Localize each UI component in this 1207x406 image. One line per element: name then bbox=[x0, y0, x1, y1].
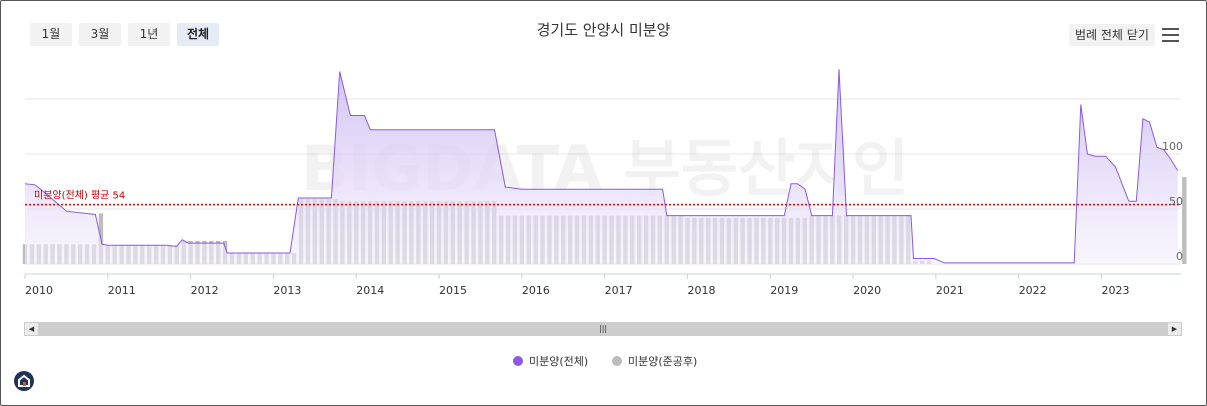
x-tick-label: 2023 bbox=[1102, 284, 1130, 297]
scroll-left-arrow-icon[interactable]: ◀ bbox=[25, 323, 38, 335]
x-tick-label: 2012 bbox=[191, 284, 219, 297]
x-tick-label: 2014 bbox=[356, 284, 384, 297]
legend-label-completed: 미분양(준공후) bbox=[628, 355, 698, 368]
legend-label-total: 미분양(전체) bbox=[529, 355, 589, 368]
x-tick-label: 2011 bbox=[108, 284, 136, 297]
hamburger-menu-icon[interactable] bbox=[1162, 28, 1179, 42]
scroll-right-arrow-icon[interactable]: ▶ bbox=[1168, 323, 1181, 335]
scrollbar-thumb[interactable]: ||| bbox=[38, 323, 1168, 335]
y-tick-label: 0 bbox=[1176, 250, 1183, 263]
x-tick-label: 2022 bbox=[1019, 284, 1047, 297]
x-tick-label: 2020 bbox=[853, 284, 881, 297]
x-tick-label: 2015 bbox=[439, 284, 467, 297]
chart-title: 경기도 안양시 미분양 bbox=[536, 21, 671, 39]
x-tick-label: 2019 bbox=[770, 284, 798, 297]
x-tick-label: 2010 bbox=[25, 284, 53, 297]
site-logo-icon bbox=[14, 371, 34, 391]
x-tick-label: 2016 bbox=[522, 284, 550, 297]
legend-toggle-button[interactable]: 범례 전체 닫기 bbox=[1069, 24, 1155, 46]
grip-icon: ||| bbox=[599, 324, 608, 333]
x-tick-label: 2021 bbox=[936, 284, 964, 297]
range-button-1y[interactable]: 1년 bbox=[128, 23, 170, 46]
x-tick-label: 2013 bbox=[273, 284, 301, 297]
x-tick-label: 2017 bbox=[605, 284, 633, 297]
range-button-1m[interactable]: 1월 bbox=[30, 23, 72, 46]
series-line-total bbox=[24, 69, 1179, 264]
legend-dot-total-icon bbox=[513, 356, 523, 366]
y-tick-label: 50 bbox=[1169, 195, 1183, 208]
legend-dot-completed-icon bbox=[612, 356, 622, 366]
range-button-all[interactable]: 전체 bbox=[177, 23, 219, 46]
x-tick-label: 2018 bbox=[687, 284, 715, 297]
range-button-3m[interactable]: 3월 bbox=[79, 23, 121, 46]
bar-completed bbox=[1182, 177, 1187, 264]
average-line-label: 미분양(전체) 평균 54 bbox=[34, 190, 125, 202]
legend-item-total[interactable]: 미분양(전체) bbox=[513, 354, 588, 370]
chart-scrollbar[interactable]: ◀ ||| ▶ bbox=[24, 322, 1182, 336]
y-tick-label: 100 bbox=[1162, 140, 1183, 153]
series-area-total bbox=[25, 69, 1178, 264]
legend-item-completed[interactable]: 미분양(준공후) bbox=[612, 354, 697, 370]
